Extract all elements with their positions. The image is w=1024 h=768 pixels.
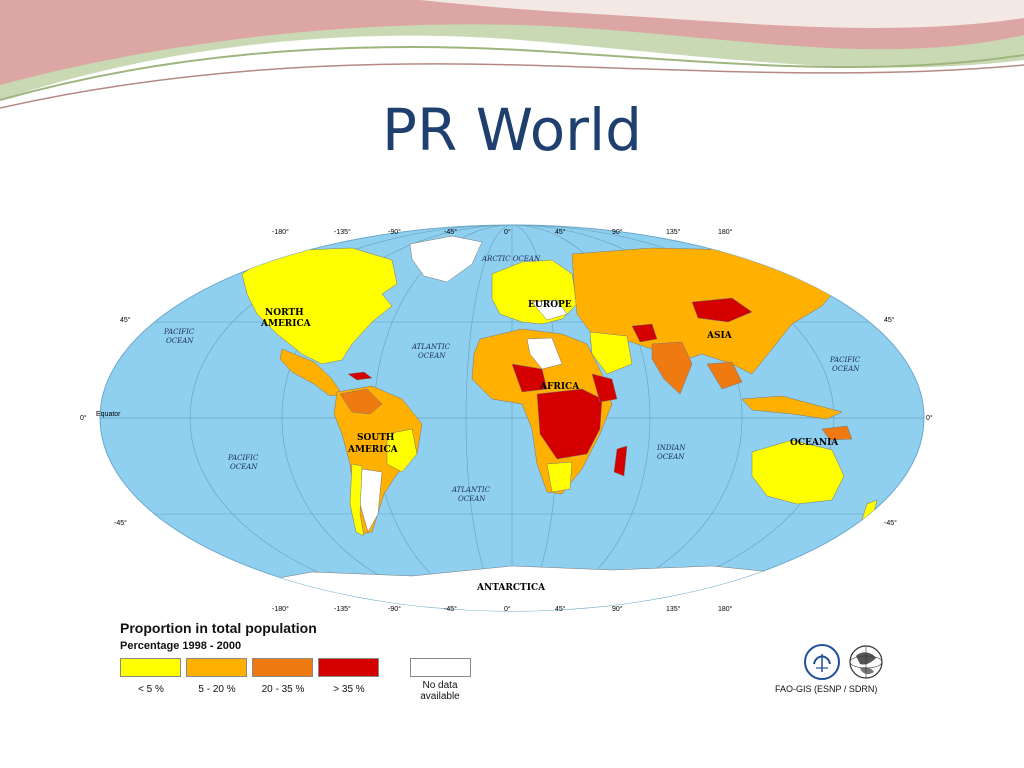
legend-subtitle: Percentage 1998 - 2000 xyxy=(120,640,242,652)
world-map: NORTH AMERICA SOUTH AMERICA EUROPE AFRIC… xyxy=(52,214,972,712)
label-atlantic-n-2: OCEAN xyxy=(418,352,446,360)
central-africa xyxy=(536,388,603,460)
middle-east xyxy=(589,331,633,375)
label-antarctica: ANTARCTICA xyxy=(476,583,546,593)
north-america xyxy=(241,247,398,365)
legend-nodata-label: No data available xyxy=(405,680,475,702)
lon-tick-bottom: -90° xyxy=(388,605,401,613)
label-indian-2: OCEAN xyxy=(657,453,685,461)
legend-swatch xyxy=(252,658,313,677)
map-legend: Proportion in total population Percentag… xyxy=(120,620,520,710)
legend-label: 5 - 20 % xyxy=(198,684,236,695)
label-south: SOUTH xyxy=(357,433,395,443)
brazil-south xyxy=(386,428,418,473)
lon-tick-bottom: -45° xyxy=(444,605,457,613)
legend-nodata-line1: No data xyxy=(422,680,458,691)
header-line-1 xyxy=(0,46,1024,101)
label-pacific-e-2: OCEAN xyxy=(832,365,860,373)
africa-sahel xyxy=(511,363,548,393)
lat-tick-left: 0° xyxy=(80,414,87,422)
label-pacific-nw-1: PACIFIC xyxy=(163,328,195,336)
lon-tick-top: 180° xyxy=(718,228,733,236)
label-indian-1: INDIAN xyxy=(656,444,686,452)
world-map-svg: NORTH AMERICA SOUTH AMERICA EUROPE AFRIC… xyxy=(80,224,933,613)
afghanistan xyxy=(631,323,658,343)
globe-logo-icon xyxy=(849,645,883,679)
header-decoration xyxy=(0,0,1024,109)
lon-tick-bottom: 180° xyxy=(718,605,733,613)
label-atlantic-n-1: ATLANTIC xyxy=(411,343,451,351)
india xyxy=(651,341,693,395)
land-masses xyxy=(211,235,878,611)
lon-tick-top: 0° xyxy=(504,228,511,236)
south-america-north xyxy=(339,388,383,415)
label-europe: EUROPE xyxy=(528,300,572,310)
southeast-asia xyxy=(706,361,743,390)
africa-nodata xyxy=(526,337,563,370)
label-south-america: AMERICA xyxy=(347,445,399,455)
horn-of-africa xyxy=(591,373,618,403)
lon-tick-top: -45° xyxy=(444,228,457,236)
australia xyxy=(751,439,845,505)
lon-tick-top: 45° xyxy=(555,228,566,236)
chile xyxy=(349,463,365,537)
lon-tick-bottom: 45° xyxy=(555,605,566,613)
label-oceania: OCEANIA xyxy=(790,438,839,448)
label-pacific-nw-2: OCEAN xyxy=(166,337,194,345)
label-atlantic-s-2: OCEAN xyxy=(458,495,486,503)
label-equator: Equator xyxy=(96,411,121,418)
central-america xyxy=(279,348,343,397)
lat-tick-right: 0° xyxy=(926,414,933,422)
fao-logos xyxy=(804,644,883,680)
legend-nodata-line2: available xyxy=(420,691,460,702)
label-north: NORTH xyxy=(265,308,304,318)
lon-tick-top: -180° xyxy=(272,228,289,236)
lat-tick-right: -45° xyxy=(884,519,897,527)
lat-tick-right: 45° xyxy=(884,316,895,324)
label-asia: ASIA xyxy=(706,331,733,341)
legend-title: Proportion in total population xyxy=(120,620,317,636)
legend-swatch xyxy=(186,658,247,677)
caribbean xyxy=(347,371,373,381)
lon-tick-top: 135° xyxy=(666,228,681,236)
legend-swatch xyxy=(318,658,379,677)
lon-tick-top: 90° xyxy=(612,228,623,236)
label-pacific-e-1: PACIFIC xyxy=(829,356,861,364)
mongolia xyxy=(691,297,753,323)
header-wave-light xyxy=(420,0,1024,28)
papua-new-guinea xyxy=(821,425,853,441)
lon-tick-bottom: -180° xyxy=(272,605,289,613)
lon-tick-bottom: 135° xyxy=(666,605,681,613)
legend-label: < 5 % xyxy=(138,684,164,695)
lon-tick-bottom: 90° xyxy=(612,605,623,613)
south-africa xyxy=(546,461,573,493)
label-arctic-ocean: ARCTIC OCEAN xyxy=(481,255,541,263)
lat-tick-left: 45° xyxy=(120,316,131,324)
madagascar xyxy=(613,445,628,477)
legend-swatch-nodata xyxy=(410,658,471,677)
header-line-2 xyxy=(0,63,1024,109)
label-pacific-sw-2: OCEAN xyxy=(230,463,258,471)
greenland xyxy=(409,235,483,283)
label-america: AMERICA xyxy=(260,319,312,329)
page-title: PR World xyxy=(382,96,642,164)
lon-tick-top: -135° xyxy=(334,228,351,236)
label-atlantic-s-1: ATLANTIC xyxy=(451,486,491,494)
legend-swatch xyxy=(120,658,181,677)
fao-logo-icon xyxy=(804,644,840,680)
legend-label: 20 - 35 % xyxy=(261,684,305,695)
lon-tick-top: -90° xyxy=(388,228,401,236)
map-credit: FAO-GIS (ESNP / SDRN) xyxy=(775,684,878,694)
europe-nodata xyxy=(531,299,568,321)
indonesia xyxy=(741,395,843,420)
label-pacific-sw-1: PACIFIC xyxy=(227,454,259,462)
label-africa: AFRICA xyxy=(539,382,580,392)
legend-label: > 35 % xyxy=(333,684,365,695)
lon-tick-bottom: -135° xyxy=(334,605,351,613)
lon-tick-bottom: 0° xyxy=(504,605,511,613)
lat-tick-left: -45° xyxy=(114,519,127,527)
